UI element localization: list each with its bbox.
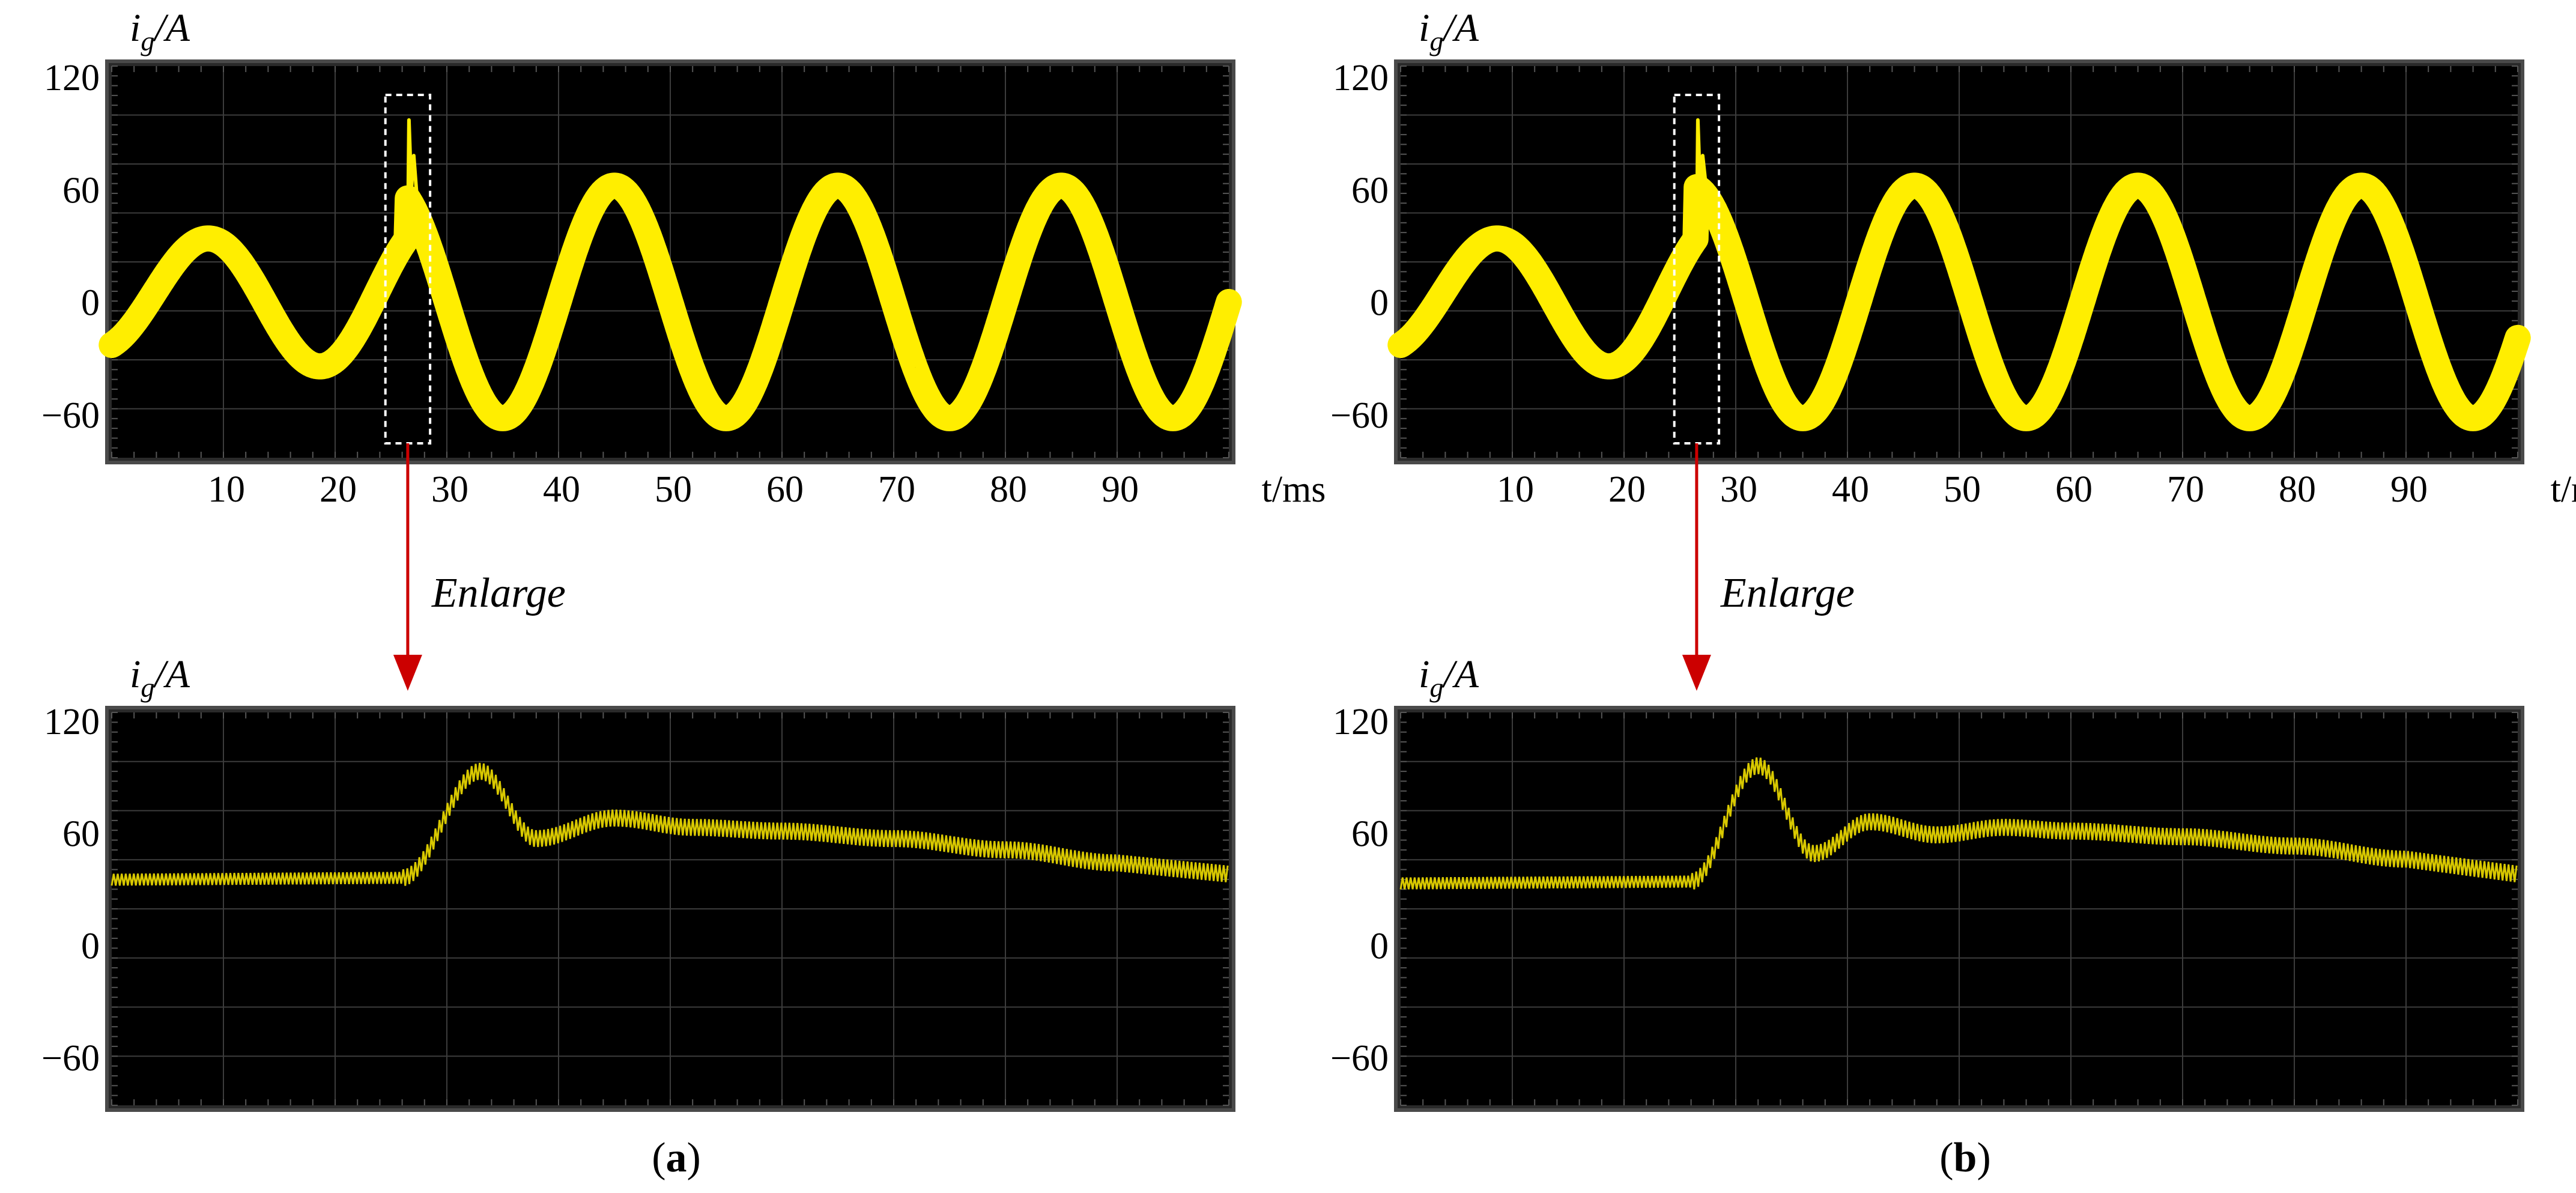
y-tick-label: 60 (1351, 170, 1389, 211)
y-tick-label: 120 (44, 702, 100, 742)
trace-ig-zoomed (1399, 757, 2518, 890)
x-tick-label: 80 (2279, 469, 2316, 510)
y-axis-title: ig/A (1419, 6, 1479, 56)
trace-ig-zoomed (111, 762, 1229, 886)
trace-ig-spike (405, 118, 419, 238)
x-tick-label: 90 (1102, 469, 1139, 510)
charts-layer: 120 60 0 −60 ig/A 10 20 30 40 50 60 70 80 90 t/ms 120 60… (41, 6, 2576, 1112)
y-tick-label: 60 (62, 814, 100, 855)
annotations-layer: Enlarge Enlarge (a) (b) (393, 443, 1991, 1181)
y-tick-label: 0 (1370, 283, 1389, 324)
x-axis-title: t/ms (1262, 469, 1326, 510)
chart-b-bottom: 120 60 0 −60 ig/A (1330, 652, 2524, 1112)
x-tick-label: 10 (208, 469, 245, 510)
chart-a-top: 120 60 0 −60 ig/A 10 20 30 40 50 60 70 80 90 t/ms (41, 6, 1326, 510)
enlarge-arrow-head (393, 655, 422, 691)
y-tick-label: 120 (44, 58, 100, 99)
trace-ig-band (1387, 172, 2531, 431)
x-tick-label: 30 (1720, 469, 1757, 510)
y-axis-title: ig/A (1419, 652, 1479, 703)
y-tick-label: −60 (41, 395, 100, 436)
y-axis-title: ig/A (130, 6, 190, 56)
y-tick-label: −60 (1330, 1038, 1389, 1079)
panel-caption-b: (b) (1939, 1135, 1991, 1181)
enlarge-label: Enlarge (1720, 570, 1855, 616)
y-tick-label: −60 (41, 1038, 100, 1079)
x-tick-label: 20 (1608, 469, 1646, 510)
y-tick-label: 120 (1333, 58, 1389, 99)
panel-caption-a: (a) (652, 1135, 701, 1181)
x-axis-title: t/ms (2551, 469, 2576, 510)
x-tick-label: 80 (990, 469, 1027, 510)
x-tick-label: 40 (1832, 469, 1869, 510)
y-tick-label: 120 (1333, 702, 1389, 742)
y-axis-title: ig/A (130, 652, 190, 703)
y-tick-label: 0 (1370, 926, 1389, 967)
y-tick-label: 60 (1351, 814, 1389, 855)
chart-a-bottom: 120 60 0 −60 ig/A (41, 652, 1235, 1112)
x-tick-label: 70 (2167, 469, 2204, 510)
x-tick-label: 60 (2055, 469, 2093, 510)
chart-b-top: 120 60 0 −60 ig/A 10 20 30 40 50 60 70 80 90 t/ms (1330, 6, 2576, 510)
y-tick-label: 0 (81, 926, 100, 967)
x-tick-label: 20 (320, 469, 357, 510)
x-tick-label: 90 (2390, 469, 2428, 510)
x-tick-label: 70 (878, 469, 915, 510)
x-tick-label: 30 (431, 469, 468, 510)
y-tick-label: −60 (1330, 395, 1389, 436)
y-tick-label: 60 (62, 170, 100, 211)
x-tick-label: 50 (1944, 469, 1981, 510)
x-tick-label: 10 (1497, 469, 1534, 510)
x-tick-label: 50 (655, 469, 692, 510)
y-tick-label: 0 (81, 283, 100, 324)
trace-ig-band (98, 172, 1242, 431)
enlarge-label: Enlarge (431, 570, 566, 616)
trace-ig-spike (1694, 118, 1708, 238)
x-tick-label: 40 (543, 469, 580, 510)
x-tick-label: 60 (766, 469, 804, 510)
enlarge-arrow-head (1682, 655, 1711, 691)
